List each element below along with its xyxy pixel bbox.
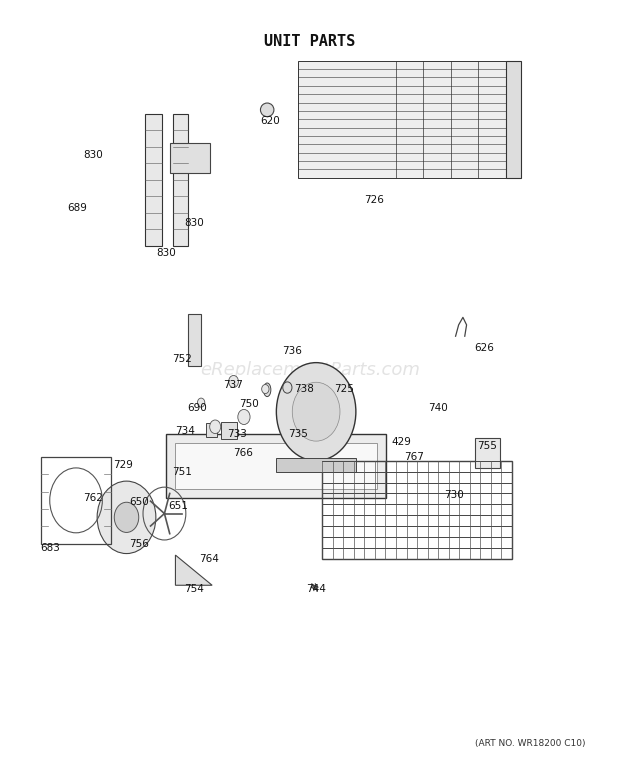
Text: 689: 689 [68, 203, 87, 213]
Text: 740: 740 [428, 403, 448, 413]
Text: 737: 737 [224, 380, 244, 390]
Text: 750: 750 [239, 399, 259, 409]
Text: 620: 620 [260, 116, 280, 126]
Ellipse shape [264, 383, 271, 397]
Text: 756: 756 [129, 539, 149, 549]
Text: 752: 752 [172, 354, 192, 364]
Text: 736: 736 [281, 346, 301, 356]
Text: 762: 762 [83, 494, 103, 504]
Bar [166, 434, 386, 498]
Text: 733: 733 [227, 430, 247, 439]
Text: 729: 729 [113, 459, 133, 469]
Text: 725: 725 [334, 384, 353, 394]
Text: 683: 683 [40, 542, 60, 552]
Ellipse shape [260, 103, 274, 117]
Text: 755: 755 [477, 441, 497, 451]
Text: 734: 734 [175, 426, 195, 436]
Circle shape [197, 398, 205, 407]
Text: 690: 690 [187, 403, 206, 413]
Circle shape [97, 481, 156, 554]
Text: 830: 830 [184, 218, 203, 228]
Text: 626: 626 [474, 343, 494, 353]
Bar [475, 438, 500, 468]
Bar [206, 423, 217, 436]
Text: 764: 764 [199, 554, 219, 564]
Circle shape [277, 362, 356, 461]
Circle shape [292, 382, 340, 441]
Text: 651: 651 [169, 501, 188, 511]
Circle shape [229, 375, 239, 388]
Text: 830: 830 [83, 150, 103, 160]
Bar [277, 459, 356, 472]
Text: eReplacementParts.com: eReplacementParts.com [200, 361, 420, 379]
Ellipse shape [283, 382, 292, 393]
Text: 726: 726 [365, 195, 384, 205]
Text: 766: 766 [232, 448, 253, 459]
Polygon shape [175, 555, 212, 585]
Text: (ART NO. WR18200 C10): (ART NO. WR18200 C10) [475, 739, 585, 748]
Bar [173, 114, 188, 246]
Text: 830: 830 [156, 248, 176, 258]
Bar [175, 443, 378, 489]
Bar [41, 457, 111, 544]
Bar [221, 422, 237, 439]
Bar [170, 143, 210, 173]
Text: 744: 744 [306, 584, 326, 594]
Text: 751: 751 [172, 467, 192, 477]
Text: 754: 754 [184, 584, 204, 594]
Bar [298, 61, 506, 178]
Bar [145, 114, 162, 246]
Bar [322, 461, 512, 559]
Circle shape [210, 420, 221, 433]
Circle shape [238, 410, 250, 424]
Text: 738: 738 [294, 384, 314, 394]
Text: 730: 730 [444, 490, 464, 500]
Circle shape [262, 385, 269, 394]
Text: 650: 650 [129, 497, 149, 507]
Text: 735: 735 [288, 430, 308, 439]
Text: 767: 767 [404, 452, 424, 462]
Bar [506, 61, 521, 178]
Text: UNIT PARTS: UNIT PARTS [264, 34, 356, 50]
Bar [188, 314, 201, 366]
Circle shape [114, 502, 139, 533]
Text: 429: 429 [392, 437, 412, 447]
